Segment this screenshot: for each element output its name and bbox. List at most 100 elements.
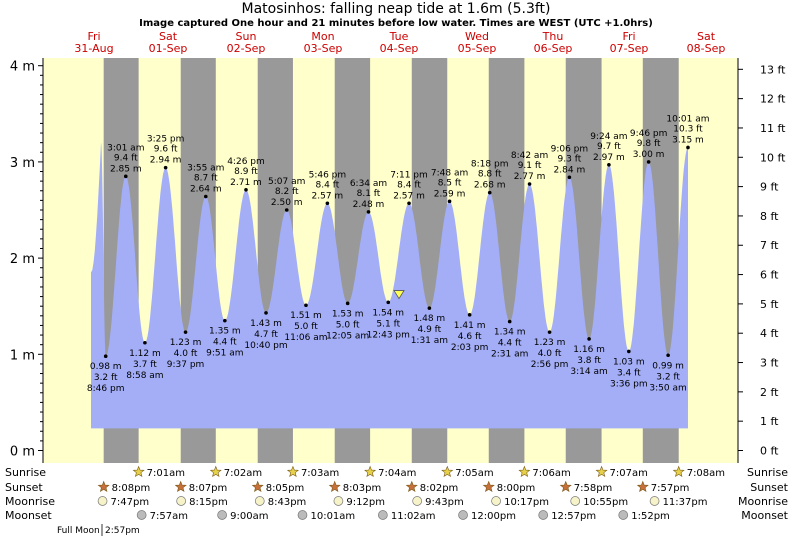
tide-height-m: 1.23 m bbox=[534, 338, 566, 348]
sunrise-time: 7:05am bbox=[455, 468, 493, 479]
current-level-marker bbox=[393, 290, 405, 300]
tide-dot bbox=[123, 174, 128, 179]
sunrise-event: 7:04am bbox=[364, 465, 416, 479]
moonrise-row-label-right: Moonrise bbox=[738, 495, 788, 508]
tide-time: 10:01 am bbox=[666, 114, 709, 124]
moonset-time: 11:02am bbox=[391, 511, 436, 522]
moonset-event: 12:00pm bbox=[458, 510, 516, 522]
moonrise-event: 10:55pm bbox=[570, 496, 628, 508]
left-tick-label: 2 m bbox=[10, 252, 35, 267]
tide-extreme-labels: 0.98 m3.2 ft8:46 pm3:01 am9.4 ft2.85 m1.… bbox=[87, 114, 710, 394]
tide-height-ft: 4.0 ft bbox=[538, 349, 562, 359]
tide-height-m: 2.48 m bbox=[353, 200, 385, 210]
tide-dot bbox=[366, 210, 371, 214]
moonrise-icon bbox=[176, 496, 187, 506]
tide-height-ft: 9.8 ft bbox=[637, 139, 661, 149]
tide-height-m: 1.12 m bbox=[129, 349, 161, 359]
low-tide-point: 1.34 m4.4 ft2:31 am bbox=[491, 319, 528, 360]
moon-phase-time: 2:57pm bbox=[105, 526, 140, 536]
moonset-row-label-right: Moonset bbox=[741, 509, 788, 522]
sunrise-time: 7:06am bbox=[532, 468, 570, 479]
sunrise-time: 7:03am bbox=[301, 468, 339, 479]
tide-height-ft: 3.8 ft bbox=[577, 356, 601, 366]
day-date: 07-Sep bbox=[610, 42, 649, 55]
moonrise-icon bbox=[333, 496, 344, 506]
tide-height-m: 0.98 m bbox=[90, 362, 122, 372]
sunset-time: 7:58pm bbox=[574, 483, 613, 494]
axes: 0 m 1 m 2 m 3 m 4 m 0 ft 1 ft 2 ft 3 ft 4 ft 5 ft 6… bbox=[10, 58, 786, 463]
sunset-event: 8:00pm bbox=[482, 480, 535, 494]
tide-height-ft: 8.4 ft bbox=[316, 180, 340, 190]
moonset-event: 9:00am bbox=[217, 510, 268, 522]
right-tick-label: 4 ft bbox=[760, 327, 779, 340]
right-tick-label: 6 ft bbox=[760, 269, 779, 282]
right-tick-label: 5 ft bbox=[760, 298, 779, 311]
tide-time: 6:34 am bbox=[350, 179, 387, 189]
right-tick-label: 8 ft bbox=[760, 210, 779, 223]
sunset-star-icon bbox=[174, 480, 187, 493]
tide-height-ft: 5.0 ft bbox=[336, 320, 360, 330]
sunset-star-icon bbox=[636, 480, 649, 493]
high-tide-point: 3:25 pm9.6 ft2.94 m bbox=[147, 135, 184, 170]
tide-height-m: 1.03 m bbox=[613, 357, 645, 367]
moonset-event: 10:01am bbox=[297, 510, 355, 522]
tide-time: 3:50 am bbox=[649, 383, 686, 393]
moonrise-time: 7:47pm bbox=[111, 497, 150, 508]
tide-height-m: 2.59 m bbox=[434, 189, 466, 199]
moonset-time: 12:57pm bbox=[551, 511, 596, 522]
tide-time: 9:24 am bbox=[590, 132, 627, 142]
moonset-icon bbox=[377, 510, 388, 520]
astro-table: Sunrise Sunrise 7:01am 7:02am 7:03am 7:04am 7:… bbox=[5, 465, 789, 536]
sunset-event: 8:02pm bbox=[405, 480, 458, 494]
moonset-time: 10:01am bbox=[310, 511, 355, 522]
tide-dot bbox=[386, 300, 391, 305]
tide-curve bbox=[91, 142, 688, 429]
sunset-row-label-right: Sunset bbox=[750, 481, 788, 494]
tide-dot bbox=[264, 311, 268, 315]
tide-height-m: 2.85 m bbox=[110, 164, 142, 174]
day-date: 04-Sep bbox=[380, 42, 419, 55]
tide-dot bbox=[103, 354, 108, 359]
low-tide-point: 1.41 m4.6 ft2:03 pm bbox=[451, 313, 489, 353]
tide-height-ft: 8.5 ft bbox=[438, 178, 462, 188]
low-tide-point: 1.12 m3.7 ft8:58 am bbox=[126, 340, 164, 381]
sunrise-time: 7:04am bbox=[378, 468, 416, 479]
left-tick-label: 0 m bbox=[10, 445, 35, 460]
moonrise-icon bbox=[570, 496, 581, 506]
chart-subtitle: Image captured One hour and 21 minutes b… bbox=[139, 18, 653, 29]
right-tick-label: 0 ft bbox=[760, 445, 779, 458]
tide-time: 2:56 pm bbox=[531, 360, 569, 370]
tide-height-ft: 9.6 ft bbox=[154, 145, 178, 155]
tide-time: 3:14 am bbox=[570, 367, 607, 377]
moonset-time: 12:00pm bbox=[471, 511, 516, 522]
moonrise-row-label: Moonrise bbox=[5, 495, 55, 508]
sunset-time: 8:07pm bbox=[189, 483, 228, 494]
low-tide-point: 1.03 m3.4 ft3:36 pm bbox=[610, 349, 648, 389]
tide-height-ft: 8.8 ft bbox=[478, 170, 502, 180]
tide-time: 2:03 pm bbox=[451, 343, 489, 353]
moonrise-event: 10:17pm bbox=[491, 496, 549, 508]
tide-height-m: 1.35 m bbox=[209, 327, 241, 337]
tide-time: 9:06 pm bbox=[551, 144, 589, 154]
tide-height-ft: 8.1 ft bbox=[357, 189, 381, 199]
moonrise-time: 8:43pm bbox=[268, 497, 307, 508]
day-name: Sat bbox=[697, 30, 716, 43]
tide-time: 3:01 am bbox=[107, 143, 144, 153]
tide-dot bbox=[304, 303, 308, 308]
tide-time: 12:05 am bbox=[326, 331, 369, 341]
sunrise-star-icon bbox=[364, 465, 377, 478]
tide-dot bbox=[325, 201, 330, 206]
sunrise-event: 7:01am bbox=[132, 465, 185, 479]
tide-time: 4:26 pm bbox=[227, 157, 265, 167]
tide-height-ft: 9.4 ft bbox=[114, 153, 138, 163]
tide-dot bbox=[467, 313, 472, 317]
right-tick-label: 1 ft bbox=[760, 415, 779, 428]
tide-dot bbox=[666, 353, 670, 358]
day-date: 02-Sep bbox=[227, 42, 266, 55]
right-tick-label: 3 ft bbox=[760, 357, 779, 370]
moonrise-icon bbox=[97, 496, 108, 506]
moonset-event: 1:52pm bbox=[618, 510, 670, 522]
tide-height-ft: 10.3 ft bbox=[673, 124, 703, 134]
tide-dot bbox=[686, 145, 690, 150]
